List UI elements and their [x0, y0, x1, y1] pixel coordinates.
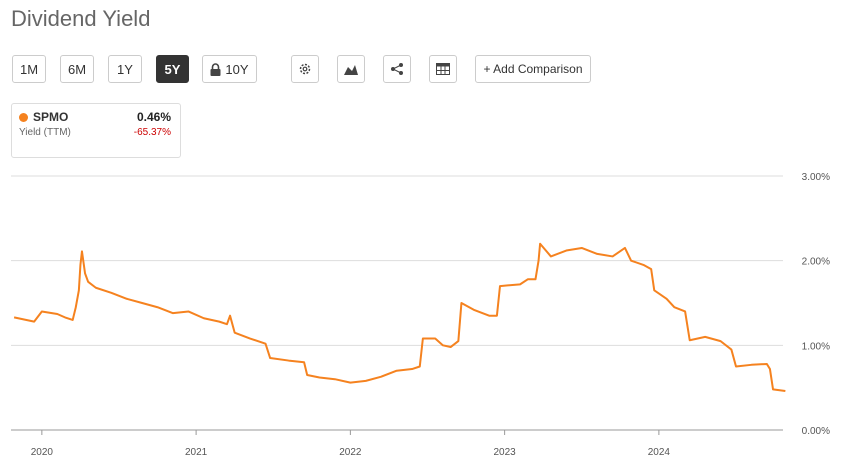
chart-icon — [344, 65, 358, 75]
legend-value: 0.46% — [136, 110, 171, 124]
lock-icon — [210, 62, 221, 76]
chart-type-button[interactable] — [337, 55, 365, 83]
gear-icon — [299, 63, 311, 75]
range-button[interactable]: 1M — [12, 55, 46, 83]
range-button[interactable]: 10Y — [202, 55, 257, 83]
page-title: Dividend Yield — [11, 6, 151, 31]
x-tick-label: 2023 — [493, 447, 516, 458]
range-label: 5Y — [164, 61, 181, 77]
range-label: 1Y — [117, 61, 133, 77]
range-label: 6M — [67, 61, 87, 77]
range-button[interactable]: 5Y — [156, 55, 189, 83]
x-tick-label: 2020 — [31, 447, 54, 458]
range-button[interactable]: 1Y — [108, 55, 142, 83]
share-button[interactable] — [383, 55, 411, 83]
x-tick-label: 2024 — [648, 447, 671, 458]
legend-card: SPMO 0.46% Yield (TTM) -65.37% — [11, 103, 181, 158]
y-tick-label: 3.00% — [802, 172, 830, 183]
y-tick-label: 1.00% — [802, 341, 830, 352]
settings-button[interactable] — [291, 55, 319, 83]
y-tick-label: 2.00% — [802, 257, 830, 268]
legend-dot — [19, 113, 28, 122]
share-icon — [391, 63, 403, 75]
table-icon — [436, 63, 450, 75]
range-button[interactable]: 6M — [60, 55, 94, 83]
range-label: 10Y — [225, 61, 249, 77]
series-line — [13, 242, 786, 393]
add-comparison-button[interactable]: + Add Comparison — [475, 55, 591, 83]
x-tick-label: 2021 — [185, 447, 208, 458]
range-label: 1M — [19, 61, 39, 77]
legend-label: Yield (TTM) — [19, 127, 71, 138]
table-button[interactable] — [429, 55, 457, 83]
x-tick-label: 2022 — [339, 447, 362, 458]
legend-ticker: SPMO — [33, 110, 69, 124]
y-tick-label: 0.00% — [802, 426, 830, 437]
legend-change: -65.37% — [133, 127, 171, 138]
